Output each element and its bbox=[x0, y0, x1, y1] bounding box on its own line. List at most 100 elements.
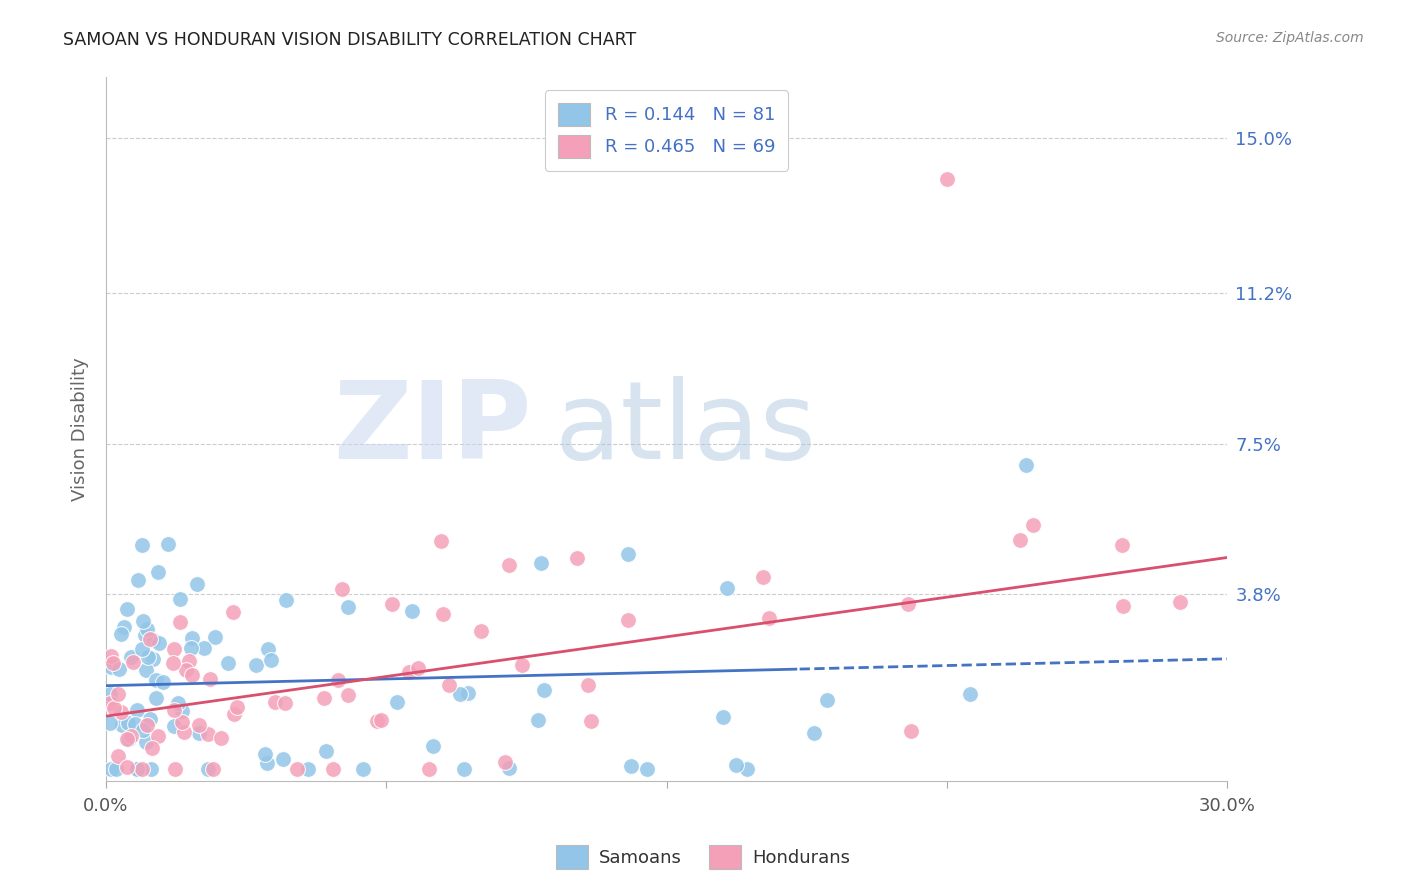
Point bbox=[98, 715, 121, 730]
Point bbox=[429, 534, 451, 549]
Point bbox=[120, 650, 142, 665]
Point bbox=[141, 740, 163, 755]
Point bbox=[111, 718, 134, 732]
Point bbox=[897, 597, 920, 611]
Point bbox=[222, 606, 245, 620]
Point bbox=[146, 730, 169, 744]
Point bbox=[1111, 538, 1133, 552]
Point bbox=[636, 762, 658, 776]
Point bbox=[136, 622, 159, 636]
Point bbox=[716, 581, 738, 595]
Text: atlas: atlas bbox=[554, 376, 817, 483]
Point bbox=[115, 731, 138, 746]
Point bbox=[141, 762, 163, 776]
Point bbox=[900, 724, 922, 739]
Point bbox=[156, 537, 179, 551]
Point bbox=[254, 747, 277, 761]
Point bbox=[758, 611, 780, 625]
Point bbox=[1008, 533, 1031, 547]
Point bbox=[533, 682, 555, 697]
Point bbox=[138, 712, 160, 726]
Point bbox=[449, 687, 471, 701]
Point bbox=[127, 703, 149, 717]
Point bbox=[98, 696, 121, 710]
Point bbox=[181, 631, 204, 645]
Point bbox=[256, 756, 278, 770]
Point bbox=[132, 615, 155, 629]
Point bbox=[115, 760, 138, 774]
Point bbox=[803, 726, 825, 740]
Point bbox=[132, 723, 155, 737]
Point bbox=[193, 641, 215, 656]
Point bbox=[328, 673, 350, 688]
Point bbox=[162, 657, 184, 671]
Point bbox=[136, 649, 159, 664]
Point bbox=[165, 762, 187, 776]
Point bbox=[263, 695, 285, 709]
Point bbox=[107, 749, 129, 764]
Point bbox=[112, 620, 135, 634]
Point bbox=[437, 677, 460, 691]
Point bbox=[385, 695, 408, 709]
Point bbox=[188, 725, 211, 739]
Point bbox=[141, 633, 163, 648]
Point bbox=[274, 696, 297, 710]
Point bbox=[162, 718, 184, 732]
Point bbox=[197, 762, 219, 776]
Point bbox=[271, 752, 294, 766]
Point bbox=[107, 687, 129, 701]
Point bbox=[110, 706, 132, 720]
Point bbox=[167, 696, 190, 710]
Point bbox=[125, 762, 148, 776]
Point bbox=[100, 660, 122, 674]
Point bbox=[180, 641, 202, 656]
Point bbox=[170, 715, 193, 730]
Point bbox=[322, 762, 344, 776]
Text: ZIP: ZIP bbox=[333, 376, 531, 483]
Point bbox=[735, 762, 758, 776]
Point bbox=[173, 724, 195, 739]
Point bbox=[530, 556, 553, 570]
Point bbox=[935, 172, 957, 186]
Point bbox=[510, 658, 533, 673]
Point bbox=[174, 663, 197, 677]
Point bbox=[381, 597, 404, 611]
Point bbox=[117, 716, 139, 731]
Legend: R = 0.144   N = 81, R = 0.465   N = 69: R = 0.144 N = 81, R = 0.465 N = 69 bbox=[546, 90, 787, 170]
Point bbox=[124, 716, 146, 731]
Point bbox=[576, 678, 599, 692]
Point bbox=[711, 710, 734, 724]
Point bbox=[181, 668, 204, 682]
Point bbox=[285, 762, 308, 776]
Point bbox=[136, 717, 159, 731]
Point bbox=[751, 570, 773, 584]
Point bbox=[527, 713, 550, 727]
Text: SAMOAN VS HONDURAN VISION DISABILITY CORRELATION CHART: SAMOAN VS HONDURAN VISION DISABILITY COR… bbox=[63, 31, 637, 49]
Point bbox=[100, 649, 122, 664]
Point bbox=[453, 762, 475, 776]
Point bbox=[209, 731, 232, 746]
Point bbox=[118, 732, 141, 747]
Point bbox=[494, 756, 516, 770]
Point bbox=[101, 656, 124, 670]
Point bbox=[370, 713, 392, 727]
Point bbox=[110, 627, 132, 641]
Point bbox=[197, 727, 219, 741]
Point bbox=[1022, 518, 1045, 533]
Point bbox=[418, 762, 440, 776]
Point bbox=[148, 636, 170, 650]
Point bbox=[366, 714, 388, 728]
Point bbox=[245, 657, 267, 672]
Point bbox=[169, 592, 191, 607]
Y-axis label: Vision Disability: Vision Disability bbox=[72, 358, 89, 501]
Point bbox=[330, 582, 353, 597]
Point bbox=[401, 603, 423, 617]
Point bbox=[498, 558, 520, 572]
Point bbox=[163, 703, 186, 717]
Point bbox=[142, 651, 165, 665]
Point bbox=[146, 566, 169, 580]
Point bbox=[725, 758, 748, 772]
Point bbox=[131, 762, 153, 776]
Point bbox=[100, 762, 122, 776]
Point bbox=[131, 642, 153, 657]
